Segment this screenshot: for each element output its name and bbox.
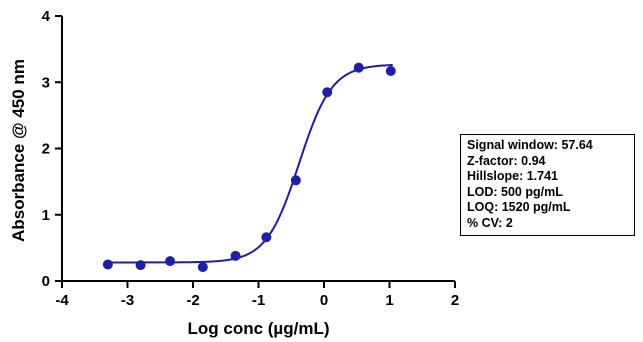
data-point	[230, 250, 241, 261]
y-tick-label: 3	[42, 74, 50, 91]
x-tick-label: -1	[252, 292, 265, 309]
data-point	[322, 87, 333, 98]
x-tick-label: 1	[385, 292, 393, 309]
data-point	[261, 232, 272, 243]
z-factor-text: Z-factor: 0.94	[467, 153, 546, 168]
data-point	[102, 259, 113, 270]
fit-curve	[107, 64, 393, 264]
y-tick-label: 4	[42, 8, 51, 25]
hillslope-text: Hillslope: 1.741	[467, 169, 559, 183]
y-tick-label: 2	[42, 141, 50, 158]
x-axis-title: Log conc (µg/mL)	[187, 319, 329, 338]
data-point	[197, 262, 208, 273]
x-tick-label: 0	[320, 292, 328, 309]
x-tick-label: -2	[186, 292, 199, 309]
y-tick-label: 0	[42, 273, 50, 290]
lod-text: LOD: 500 pg/mL	[467, 184, 563, 199]
data-point	[385, 65, 396, 76]
data-points-layer	[102, 62, 396, 273]
data-point	[353, 62, 364, 73]
x-tick-label: 2	[451, 292, 459, 309]
cv-text: % CV: 2	[467, 215, 513, 230]
y-tick-label: 1	[42, 207, 50, 224]
loq-text: LOQ: 1520 pg/mL	[467, 200, 571, 214]
signal-window-text: Signal window: 57.64	[467, 138, 593, 152]
axes: 0 1 2 3 4 -4 -3 -2 -1 0 1 2	[42, 8, 460, 309]
data-point	[165, 256, 176, 267]
x-tick-label: -3	[121, 292, 134, 309]
stats-annotation-box: Signal window: 57.64 Z-factor: 0.94 Hill…	[460, 134, 635, 236]
data-point	[290, 175, 301, 186]
fit-curve-layer	[107, 64, 393, 264]
data-point	[135, 260, 146, 271]
y-axis-title: Absorbance @ 450 nm	[9, 59, 28, 242]
x-tick-label: -4	[55, 292, 69, 309]
